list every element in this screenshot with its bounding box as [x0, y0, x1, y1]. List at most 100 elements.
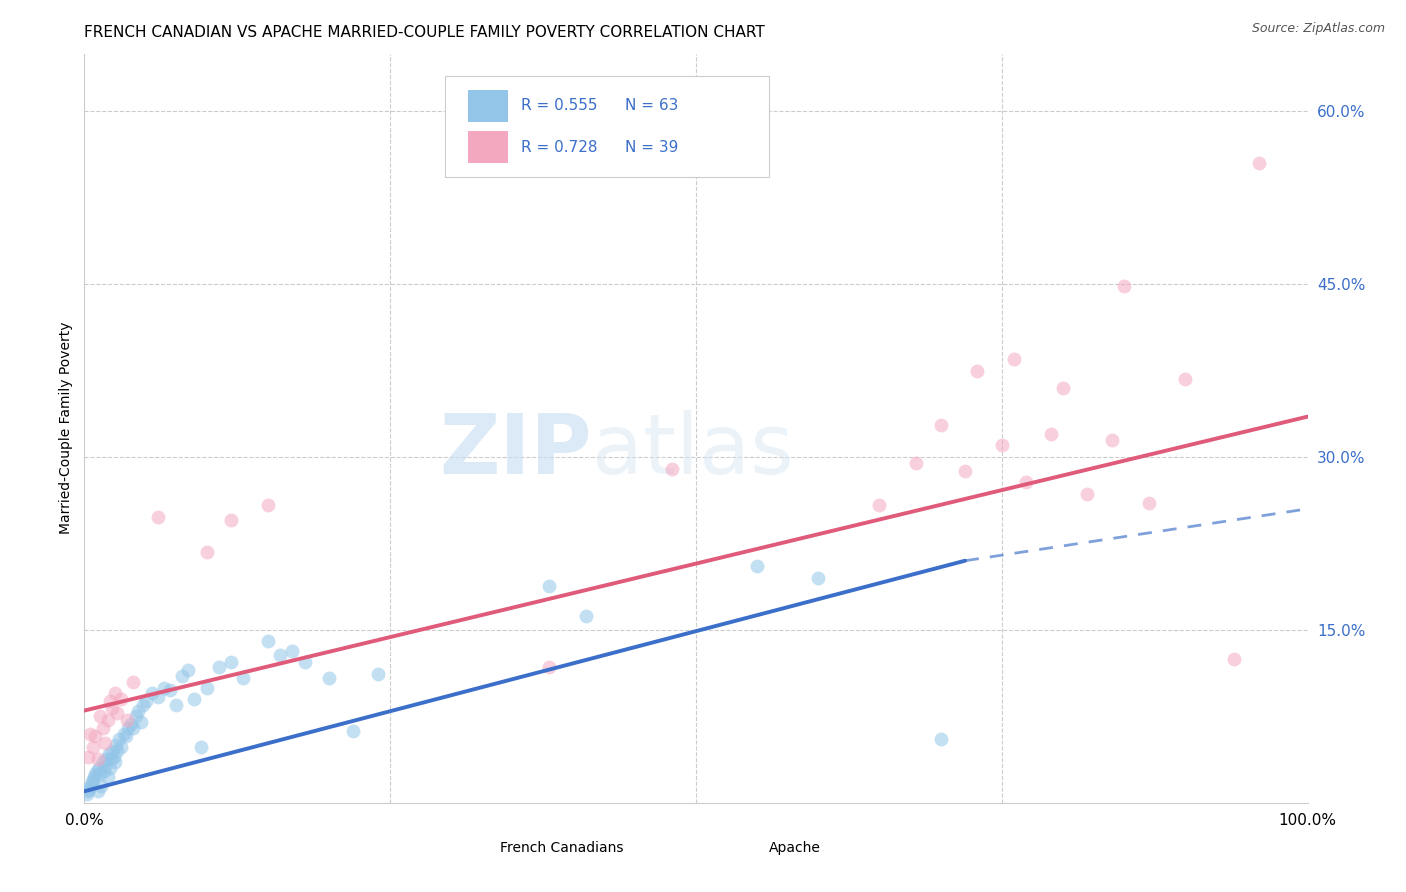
- Point: [1052, 381, 1074, 395]
- Point: [84, 767, 107, 781]
- Point: [661, 461, 683, 475]
- Point: [82, 740, 104, 755]
- Point: [86, 764, 108, 778]
- Point: [966, 363, 988, 377]
- Point: [104, 686, 127, 700]
- Text: French Canadians: French Canadians: [501, 841, 624, 855]
- Point: [94, 759, 117, 773]
- Point: [89, 709, 111, 723]
- Point: [105, 744, 128, 758]
- Point: [107, 732, 129, 747]
- Point: [110, 692, 132, 706]
- Point: [97, 771, 120, 785]
- Point: [195, 681, 218, 695]
- Point: [232, 671, 254, 685]
- Point: [103, 749, 125, 764]
- Point: [1223, 651, 1246, 665]
- Point: [94, 736, 117, 750]
- Point: [76, 787, 98, 801]
- Point: [87, 761, 110, 775]
- Point: [115, 713, 138, 727]
- Point: [132, 698, 155, 712]
- Point: [257, 634, 280, 648]
- Point: [538, 579, 561, 593]
- Point: [104, 756, 127, 770]
- Y-axis label: Married-Couple Family Poverty: Married-Couple Family Poverty: [59, 322, 73, 534]
- Point: [79, 726, 101, 740]
- Text: N = 39: N = 39: [626, 140, 679, 154]
- Point: [269, 648, 291, 663]
- Point: [1015, 475, 1038, 490]
- Point: [112, 726, 135, 740]
- Point: [1039, 426, 1062, 441]
- FancyBboxPatch shape: [468, 90, 508, 121]
- FancyBboxPatch shape: [446, 76, 769, 178]
- Point: [120, 717, 142, 731]
- FancyBboxPatch shape: [731, 834, 761, 860]
- Point: [190, 740, 212, 755]
- Point: [195, 544, 218, 558]
- Point: [77, 749, 100, 764]
- Point: [141, 686, 163, 700]
- Point: [125, 709, 148, 723]
- Point: [84, 729, 107, 743]
- Point: [747, 559, 769, 574]
- Point: [177, 663, 200, 677]
- Point: [991, 438, 1014, 452]
- Point: [807, 571, 830, 585]
- Point: [89, 767, 111, 781]
- Point: [117, 721, 139, 735]
- Point: [208, 660, 231, 674]
- Point: [1114, 279, 1136, 293]
- Point: [101, 701, 124, 715]
- FancyBboxPatch shape: [463, 834, 492, 860]
- Point: [1137, 496, 1160, 510]
- Point: [77, 781, 100, 796]
- Text: atlas: atlas: [592, 410, 794, 491]
- Point: [82, 772, 104, 787]
- Point: [257, 499, 280, 513]
- Point: [129, 715, 152, 730]
- Text: R = 0.728: R = 0.728: [522, 140, 598, 154]
- Text: ZIP: ZIP: [440, 410, 592, 491]
- Point: [110, 740, 132, 755]
- Point: [1101, 433, 1123, 447]
- Point: [122, 721, 145, 735]
- Point: [342, 724, 364, 739]
- Text: N = 63: N = 63: [626, 98, 679, 113]
- Point: [93, 764, 115, 778]
- Point: [83, 771, 105, 785]
- Point: [135, 694, 157, 708]
- Point: [575, 609, 598, 624]
- Point: [172, 669, 194, 683]
- Point: [87, 784, 110, 798]
- Point: [1174, 371, 1197, 385]
- Text: Source: ZipAtlas.com: Source: ZipAtlas.com: [1251, 22, 1385, 36]
- Point: [929, 732, 952, 747]
- Point: [869, 499, 891, 513]
- Point: [127, 704, 149, 718]
- Point: [367, 666, 389, 681]
- Point: [100, 752, 122, 766]
- Point: [101, 744, 124, 758]
- Point: [77, 784, 100, 798]
- Point: [538, 660, 561, 674]
- Point: [165, 698, 187, 712]
- Point: [87, 752, 110, 766]
- Point: [105, 706, 128, 720]
- Point: [97, 747, 120, 762]
- Point: [105, 738, 128, 752]
- Point: [79, 779, 101, 793]
- Point: [80, 775, 103, 789]
- Point: [98, 761, 121, 775]
- Point: [90, 779, 112, 793]
- Point: [953, 464, 976, 478]
- Point: [1002, 351, 1025, 366]
- Point: [146, 510, 169, 524]
- Point: [115, 729, 138, 743]
- Point: [159, 682, 181, 697]
- Point: [905, 456, 928, 470]
- Point: [183, 692, 205, 706]
- Text: R = 0.555: R = 0.555: [522, 98, 598, 113]
- Point: [91, 756, 114, 770]
